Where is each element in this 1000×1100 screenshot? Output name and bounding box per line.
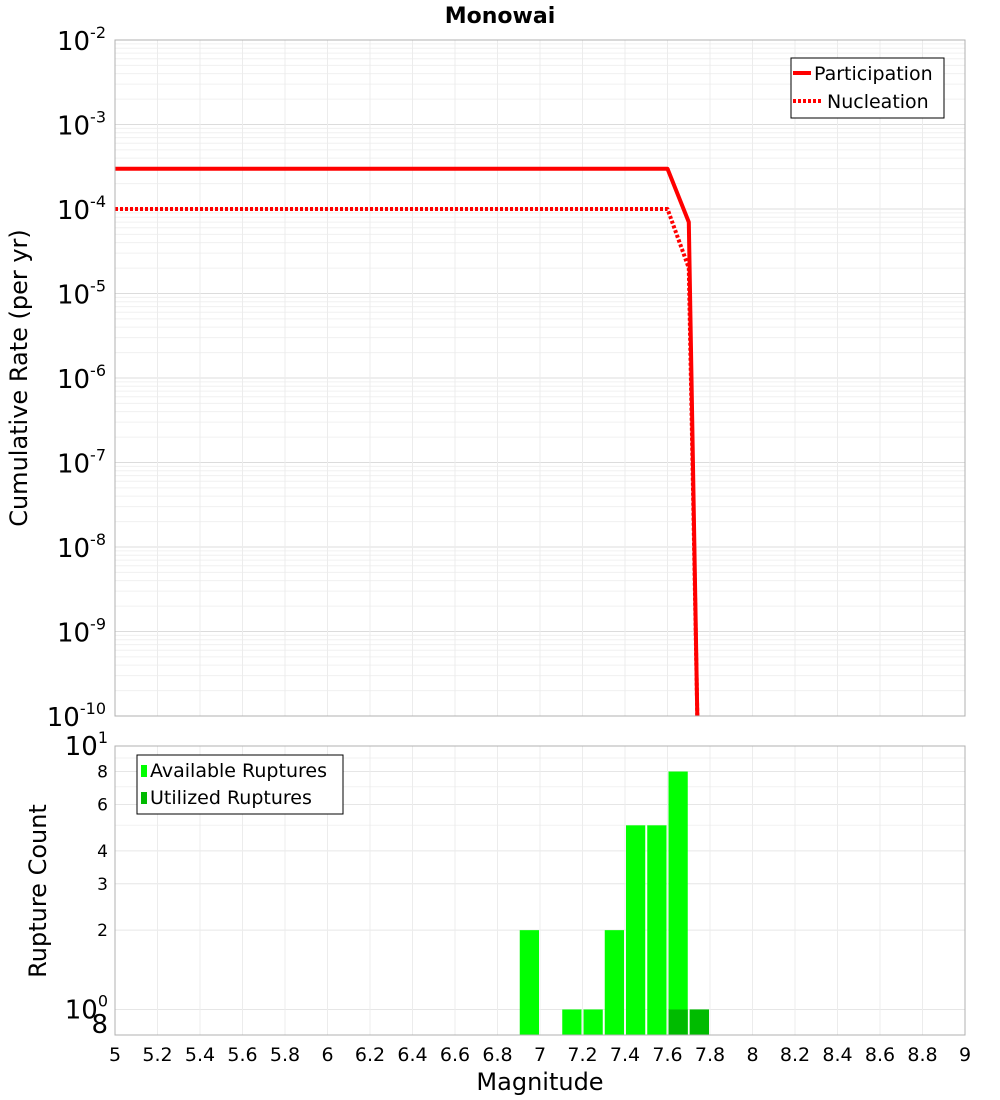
x-tick-label: 7.6 xyxy=(652,1044,682,1066)
rate-y-tick-label: 10-6 xyxy=(57,361,106,395)
x-tick-label: 9 xyxy=(959,1044,971,1066)
legend-utilized-label: Utilized Ruptures xyxy=(150,787,312,809)
legend-participation-label: Participation xyxy=(814,63,933,85)
x-axis-label: Magnitude xyxy=(476,1068,603,1096)
x-tick-label: 7.4 xyxy=(610,1044,640,1066)
rate-y-tick-label: 10-10 xyxy=(47,699,106,733)
x-tick-label: 5.6 xyxy=(227,1044,257,1066)
x-tick-labels: 5 5.2 5.4 5.6 5.8 6 6.2 6.4 6.6 6.8 7 7.2 7.4 7.6 7.8 8… xyxy=(109,1044,971,1066)
x-tick-label: 5.4 xyxy=(185,1044,215,1066)
x-tick-label: 6.6 xyxy=(440,1044,470,1066)
x-tick-label: 8 xyxy=(746,1044,758,1066)
x-tick-label: 5 xyxy=(109,1044,121,1066)
legend-available-label: Available Ruptures xyxy=(150,760,327,782)
x-tick-label: 6.4 xyxy=(397,1044,427,1066)
count-legend-box xyxy=(136,754,344,815)
rate-y-axis-label: Cumulative Rate (per yr) xyxy=(5,229,33,527)
rate-grid xyxy=(115,39,966,717)
rate-legend-box xyxy=(790,57,945,119)
count-y-tick-label: 100 xyxy=(65,991,108,1025)
rate-y-tick-label: 10-9 xyxy=(57,615,106,649)
rate-chart: Monowai 10-2 10-3 10-4 10-5 10-6 10-7 10-8 10-9… xyxy=(5,4,966,733)
rate-y-tick-label: 10-5 xyxy=(57,277,106,311)
x-tick-label: 6.8 xyxy=(482,1044,512,1066)
count-y-axis-label: Rupture Count xyxy=(24,804,52,978)
x-tick-label: 8.2 xyxy=(780,1044,810,1066)
x-tick-label: 5.2 xyxy=(142,1044,172,1066)
count-y-tick-label: 8 xyxy=(97,763,108,783)
available-ruptures-bar xyxy=(626,825,646,1035)
rate-plot-frame xyxy=(114,39,966,717)
count-y-tick-label: 2 xyxy=(97,921,108,941)
x-tick-label: 6.2 xyxy=(355,1044,385,1066)
legend-utilized-swatch xyxy=(141,792,147,804)
available-ruptures-bar xyxy=(647,825,667,1035)
x-tick-label: 5.8 xyxy=(270,1044,300,1066)
series-nucleation-line xyxy=(115,207,700,717)
available-ruptures-bar xyxy=(668,771,688,1035)
rate-y-tick-label: 10-2 xyxy=(57,23,106,57)
available-ruptures-bar xyxy=(519,930,539,1035)
count-legend: Available Ruptures Utilized Ruptures xyxy=(136,754,344,815)
rate-y-tick-label: 10-8 xyxy=(57,530,106,564)
x-tick-label: 7.8 xyxy=(695,1044,725,1066)
rate-y-tick-label: 10-7 xyxy=(57,446,106,480)
rate-legend: Participation Nucleation xyxy=(790,57,945,119)
rate-y-tick-label: 10-3 xyxy=(57,108,106,142)
rate-y-tick-labels: 10-2 10-3 10-4 10-5 10-6 10-7 10-8 10-9 10-10 xyxy=(47,23,106,733)
x-tick-label: 8.4 xyxy=(822,1044,852,1066)
x-tick-label: 7 xyxy=(534,1044,546,1066)
x-tick-label: 8.6 xyxy=(865,1044,895,1066)
legend-available-swatch xyxy=(141,765,147,777)
utilized-ruptures-bar xyxy=(668,1009,688,1035)
count-y-tick-label: 8 xyxy=(91,1010,108,1040)
count-y-tick-label: 3 xyxy=(97,875,108,895)
utilized-ruptures-bar xyxy=(689,1009,709,1035)
available-ruptures-bar xyxy=(604,930,624,1035)
legend-nucleation-label: Nucleation xyxy=(827,91,929,113)
count-y-tick-label: 4 xyxy=(97,842,108,862)
rate-y-tick-label: 10-4 xyxy=(57,192,106,226)
count-plot-frame xyxy=(114,745,966,1036)
rate-series xyxy=(115,166,700,717)
chart-title: Monowai xyxy=(445,4,556,29)
count-y-tick-label: 6 xyxy=(97,795,108,815)
count-bars xyxy=(519,771,709,1035)
count-grid xyxy=(115,746,966,1035)
available-ruptures-bar xyxy=(583,1009,603,1035)
x-tick-label: 8.8 xyxy=(907,1044,937,1066)
x-tick-label: 6 xyxy=(321,1044,333,1066)
count-y-tick-label: 101 xyxy=(65,728,108,762)
x-tick-label: 7.2 xyxy=(567,1044,597,1066)
available-ruptures-bar xyxy=(562,1009,582,1035)
